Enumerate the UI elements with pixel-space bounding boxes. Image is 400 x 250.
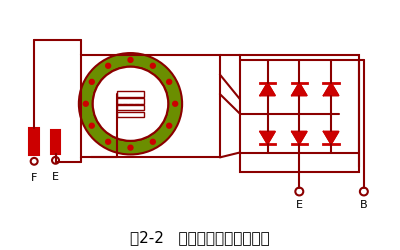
Bar xyxy=(116,112,144,117)
Circle shape xyxy=(83,101,88,106)
Text: F: F xyxy=(31,173,37,183)
Text: 图2-2   交流发电机工作原理图: 图2-2 交流发电机工作原理图 xyxy=(130,230,270,246)
Circle shape xyxy=(93,67,168,141)
Polygon shape xyxy=(260,83,275,96)
Circle shape xyxy=(52,157,59,164)
Polygon shape xyxy=(260,132,275,144)
Circle shape xyxy=(167,80,172,84)
Bar xyxy=(116,105,144,110)
Circle shape xyxy=(150,63,155,68)
Circle shape xyxy=(167,123,172,128)
Circle shape xyxy=(31,158,38,165)
Circle shape xyxy=(106,63,111,68)
Circle shape xyxy=(106,139,111,144)
Circle shape xyxy=(89,123,94,128)
Circle shape xyxy=(150,139,155,144)
Circle shape xyxy=(128,145,133,150)
Text: E: E xyxy=(296,200,303,210)
Text: E: E xyxy=(52,172,59,182)
Circle shape xyxy=(173,101,178,106)
Bar xyxy=(116,91,144,97)
Circle shape xyxy=(89,80,94,84)
Bar xyxy=(240,55,359,172)
Text: B: B xyxy=(360,200,368,210)
Bar xyxy=(116,98,144,103)
Wedge shape xyxy=(79,53,182,154)
Circle shape xyxy=(360,188,368,196)
Polygon shape xyxy=(324,132,339,144)
Bar xyxy=(51,130,60,154)
Bar xyxy=(29,128,39,156)
Polygon shape xyxy=(292,132,307,144)
Polygon shape xyxy=(324,83,339,96)
Circle shape xyxy=(128,58,133,62)
Polygon shape xyxy=(292,83,307,96)
Bar xyxy=(81,55,220,158)
Circle shape xyxy=(295,188,303,196)
